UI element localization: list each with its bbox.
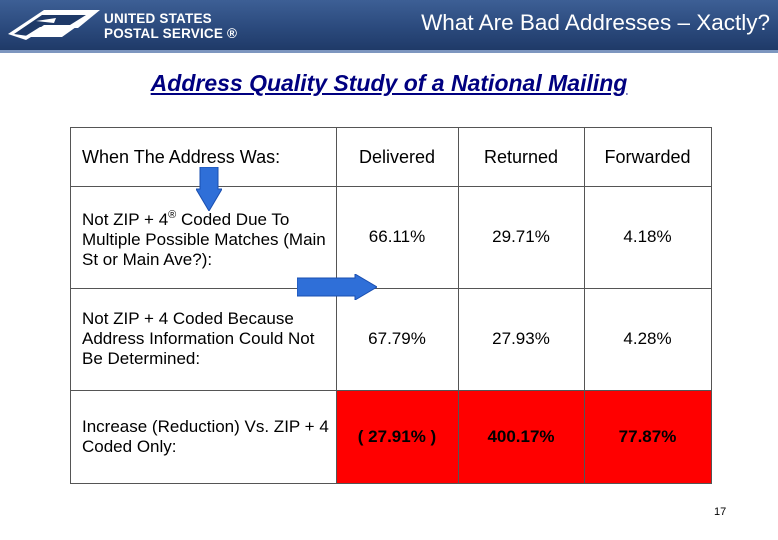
column-header-delivered: Delivered [358,146,436,167]
table-header-row: When The Address Was: Delivered Returned… [71,128,711,186]
logo-line-2: POSTAL SERVICE ® [104,26,238,41]
down-arrow-icon [196,167,222,211]
table-row: Not ZIP + 4 Coded Because Address Inform… [71,288,711,390]
row-label: Increase (Reduction) Vs. ZIP + 4 Coded O… [82,416,329,456]
column-header-forwarded: Forwarded [604,146,691,167]
row-label: Not ZIP + 4® Coded Due To Multiple Possi… [71,186,336,288]
returned-value: 27.93% [492,329,550,348]
logo-line-1: UNITED STATES [104,11,212,26]
eagle-logo-icon [8,10,100,40]
slide-title: What Are Bad Addresses – Xactly? [421,10,770,35]
table-row: Increase (Reduction) Vs. ZIP + 4 Coded O… [71,390,711,483]
logo-text: UNITED STATES POSTAL SERVICE ® [104,11,237,41]
row-label-part-a: Not ZIP + 4 [82,210,169,229]
table-row: Not ZIP + 4® Coded Due To Multiple Possi… [71,186,711,288]
page-number: 17 [714,506,727,518]
row-divider [71,288,711,289]
row-divider [71,186,711,187]
registered-mark: ® [168,209,177,221]
row-divider [71,390,711,391]
column-divider [584,128,585,483]
delivered-value: 66.11% [368,227,426,246]
page-subtitle: Address Quality Study of a National Mail… [150,70,628,96]
row-label: Not ZIP + 4 Coded Because Address Inform… [82,309,315,368]
column-divider [336,128,337,483]
forwarded-value-highlighted: 77.87% [584,390,711,483]
column-header-returned: Returned [483,146,559,167]
results-table: When The Address Was: Delivered Returned… [70,127,712,484]
header-bar: UNITED STATES POSTAL SERVICE ® What Are … [0,0,778,50]
forwarded-value: 4.18% [623,227,672,246]
returned-value-highlighted: 400.17% [458,390,584,483]
delivered-value-highlighted: ( 27.91% ) [336,390,458,483]
header-divider [0,50,778,53]
usps-logo: UNITED STATES POSTAL SERVICE ® [6,6,238,44]
forwarded-value: 4.28% [623,329,672,348]
returned-value: 29.71% [492,227,550,246]
delivered-value: 67.79% [368,329,426,348]
column-divider [458,128,459,483]
row-label-part-b: Coded Due To Multiple Possible Matches (… [82,210,326,269]
column-header-address: When The Address Was: [82,147,281,167]
right-arrow-icon [297,274,377,300]
